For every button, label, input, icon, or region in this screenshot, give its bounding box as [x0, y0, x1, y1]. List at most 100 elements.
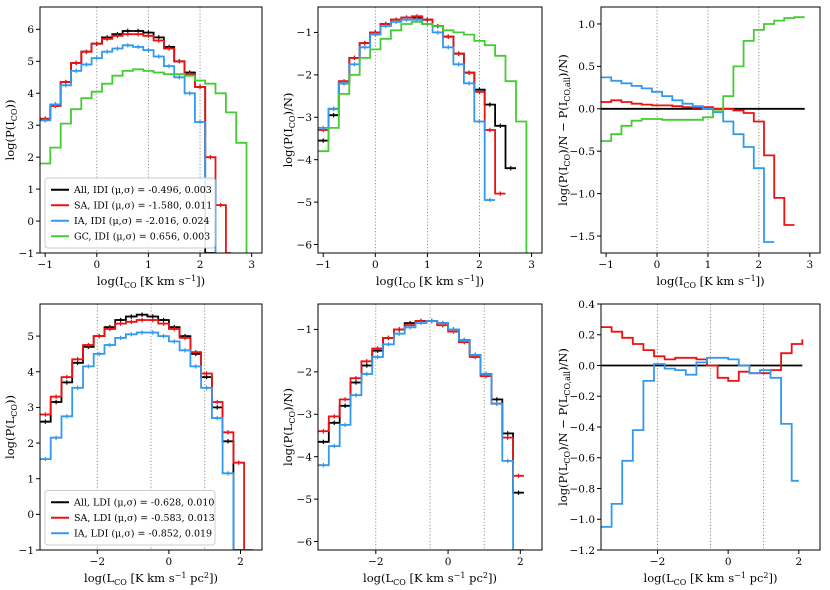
series-gc-line [318, 20, 528, 253]
y-tick-label: 4 [27, 367, 34, 379]
x-tick-label: 1 [424, 259, 431, 271]
x-tick-label: −2 [650, 556, 665, 568]
y-tick-label: 0.2 [578, 330, 595, 342]
y-tick-label: −0.5 [570, 146, 596, 158]
x-axis-label: log(LCO [K km s−1 pc2]) [644, 571, 778, 587]
y-tick-label: 0 [27, 216, 34, 228]
axes-frame [39, 303, 263, 551]
y-tick-label: −0.2 [570, 391, 596, 403]
panel-1: −1 0 1 2 3 −1 0 1 2 3 4 5 6 log(ICO [K km s−1]) log(P(… [3, 6, 263, 290]
x-axis-label: log(ICO [K km s−1]) [97, 274, 205, 290]
x-tick-label: 2 [237, 556, 244, 568]
x-tick-label: −1 [598, 259, 613, 271]
legend-label: SA, IDI (μ,σ) = -1.580, 0.011 [74, 201, 212, 212]
y-tick-label: −2 [297, 367, 312, 379]
x-tick-label: 2 [756, 259, 763, 271]
series-all-line [318, 320, 524, 494]
y-tick-label: −1.0 [570, 514, 596, 526]
y-tick-label: −1.2 [570, 545, 596, 557]
y-tick-label: 0.0 [578, 104, 595, 116]
x-tick-label: 2 [476, 259, 483, 271]
y-axis-label: log(P(LCO)/N) [281, 388, 297, 466]
y-axis-label: log(P(LCO)/N − P(LCO,all)/N) [556, 348, 572, 506]
y-tick-label: 1.0 [578, 19, 595, 31]
axes-frame [39, 6, 263, 254]
series-all-line [318, 16, 516, 170]
x-tick-label: −1 [315, 259, 330, 271]
plot-area [318, 7, 528, 253]
x-tick-label: 1 [705, 259, 712, 271]
y-tick-label: 1 [27, 184, 34, 196]
legend: All, LDI (μ,σ) = -0.628, 0.010 SA, LDI (μ… [44, 490, 216, 546]
y-axis-label: log(P(ICO)) [3, 100, 19, 161]
x-tick-label: 3 [806, 259, 813, 271]
y-tick-label: −2 [297, 70, 312, 82]
x-tick-label: −1 [37, 259, 52, 271]
legend-label: All, IDI (μ,σ) = -0.496, 0.003 [73, 185, 212, 196]
legend-label: GC, IDI (μ,σ) = 0.656, 0.003 [74, 232, 210, 243]
y-tick-label: −4 [297, 154, 313, 166]
plot-area [601, 304, 804, 550]
y-tick-label: −0.4 [570, 422, 596, 434]
panel-6: −2 0 2 −1.2 −1.0 −0.8 −0.6 −0.4 −0.2 0.0 0.2 0.4 log… [556, 299, 821, 587]
y-tick-label: 5 [27, 56, 34, 68]
y-tick-label: −1 [19, 248, 34, 260]
y-tick-label: 0.4 [578, 299, 595, 311]
y-tick-label: −1.0 [570, 188, 596, 200]
series-ia-line [601, 356, 799, 528]
x-tick-label: −2 [90, 556, 105, 568]
y-axis-label: log(P(LCO)) [3, 395, 19, 459]
x-tick-label: 0 [372, 259, 379, 271]
x-axis-label: log(ICO [K km s−1]) [376, 274, 484, 290]
y-tick-label: −5 [297, 197, 312, 209]
plot-area [601, 7, 805, 253]
x-tick-label: 0 [93, 259, 100, 271]
series-sa-line [318, 320, 524, 477]
y-tick-label: −1 [297, 324, 312, 336]
y-tick-label: 5 [27, 331, 34, 343]
y-tick-label: 3 [27, 120, 34, 132]
y-tick-label: −0.8 [570, 483, 596, 495]
y-tick-label: 0.5 [578, 61, 595, 73]
plot-area [40, 7, 248, 253]
legend-label: IA, IDI (μ,σ) = -2.016, 0.024 [74, 216, 210, 227]
legend-box [44, 490, 216, 546]
y-tick-label: −1.5 [570, 231, 596, 243]
x-tick-label: 0 [445, 556, 452, 568]
series-ia-line [40, 331, 245, 550]
series-gc-line [601, 16, 805, 142]
axes-frame [600, 6, 821, 254]
x-tick-label: 0 [166, 556, 173, 568]
x-tick-label: 3 [248, 259, 255, 271]
panel-3: −1 0 1 2 3 −1.5 −1.0 −0.5 0.0 0.5 1.0 log(ICO [K km… [556, 6, 821, 290]
y-tick-label: −1 [297, 27, 312, 39]
y-tick-label: 4 [27, 88, 34, 100]
x-tick-label: 2 [197, 259, 204, 271]
plot-area [318, 304, 524, 550]
x-tick-label: 2 [795, 556, 802, 568]
series-gc-line [40, 68, 248, 253]
x-tick-label: −2 [368, 556, 383, 568]
series-sa-line [40, 33, 231, 253]
legend-label: All, LDI (μ,σ) = -0.628, 0.010 [73, 498, 214, 509]
series-sa-line [601, 99, 795, 226]
x-tick-label: 0 [725, 556, 732, 568]
series-ia-line [318, 320, 524, 550]
y-tick-label: 6 [27, 24, 34, 36]
y-tick-label: −3 [297, 112, 312, 124]
panel-2: −1 0 1 2 3 −6 −5 −4 −3 −2 −1 log(ICO [K km s−1]) log… [281, 6, 543, 290]
x-tick-label: 3 [528, 259, 535, 271]
y-axis-label: log(P(ICO)/N − P(ICO,all)/N) [556, 54, 572, 206]
panel-4: −2 0 2 −1 0 1 2 3 4 5 log(LCO [K km s−1 pc2]) log(P… [3, 303, 263, 587]
axes-frame [317, 6, 543, 254]
x-axis-label: log(LCO [K km s−1 pc2]) [84, 571, 218, 587]
x-axis-label: log(ICO [K km s−1]) [656, 274, 764, 290]
series-sa-line [601, 326, 804, 382]
y-tick-label: 0.0 [578, 360, 595, 372]
y-tick-label: 1 [27, 473, 34, 485]
axes-frame [317, 303, 543, 551]
y-tick-label: −1 [19, 545, 34, 557]
panel-5: −2 0 2 −6 −5 −4 −3 −2 −1 log(LCO [K km s−1 pc2]) l… [281, 303, 543, 587]
legend-box [44, 177, 216, 249]
